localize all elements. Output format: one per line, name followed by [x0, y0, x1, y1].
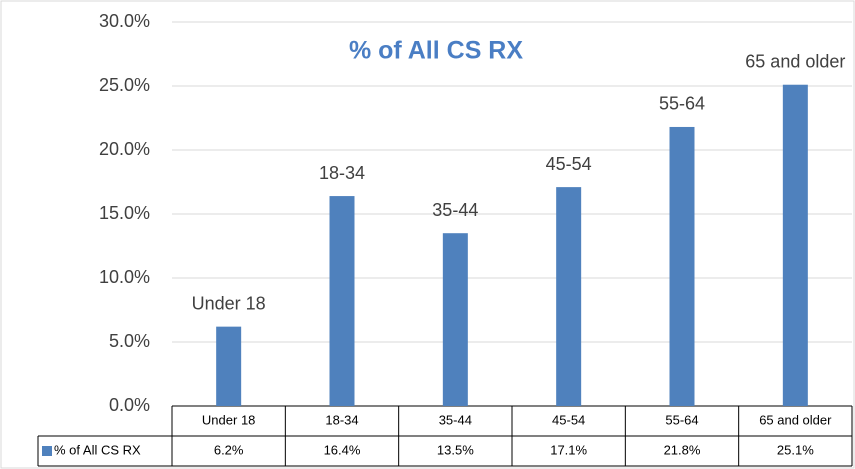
y-tick-label: 0.0% [109, 395, 150, 415]
x-tick-label: 55-64 [665, 412, 698, 427]
legend-label: % of All CS RX [54, 442, 141, 457]
bar [442, 233, 468, 406]
bar [329, 196, 355, 406]
table-value: 25.1% [777, 442, 814, 457]
x-tick-label: 45-54 [552, 412, 585, 427]
table-value: 6.2% [214, 442, 244, 457]
bar-category-label: 18-34 [319, 163, 365, 183]
table-value: 17.1% [550, 442, 587, 457]
bar-category-label: Under 18 [192, 293, 266, 313]
chart-title: % of All CS RX [349, 37, 523, 65]
y-tick-label: 30.0% [99, 11, 150, 31]
bar [216, 326, 242, 406]
y-tick-label: 10.0% [99, 267, 150, 287]
table-value: 21.8% [664, 442, 701, 457]
x-tick-label: 65 and older [759, 412, 832, 427]
x-tick-label: Under 18 [202, 412, 255, 427]
bar-category-label: 55-64 [659, 94, 705, 114]
bar [669, 126, 695, 407]
bar [556, 187, 582, 406]
y-tick-label: 20.0% [99, 139, 150, 159]
bar [782, 84, 808, 406]
y-tick-label: 25.0% [99, 75, 150, 95]
bar-category-label: 35-44 [432, 200, 478, 220]
y-tick-label: 15.0% [99, 203, 150, 223]
legend-key [42, 446, 52, 456]
x-tick-label: 18-34 [325, 412, 358, 427]
bar-category-label: 65 and older [745, 51, 845, 71]
bar-category-label: 45-54 [546, 154, 592, 174]
y-tick-label: 5.0% [109, 331, 150, 351]
table-value: 16.4% [324, 442, 361, 457]
table-value: 13.5% [437, 442, 474, 457]
x-tick-label: 35-44 [439, 412, 472, 427]
